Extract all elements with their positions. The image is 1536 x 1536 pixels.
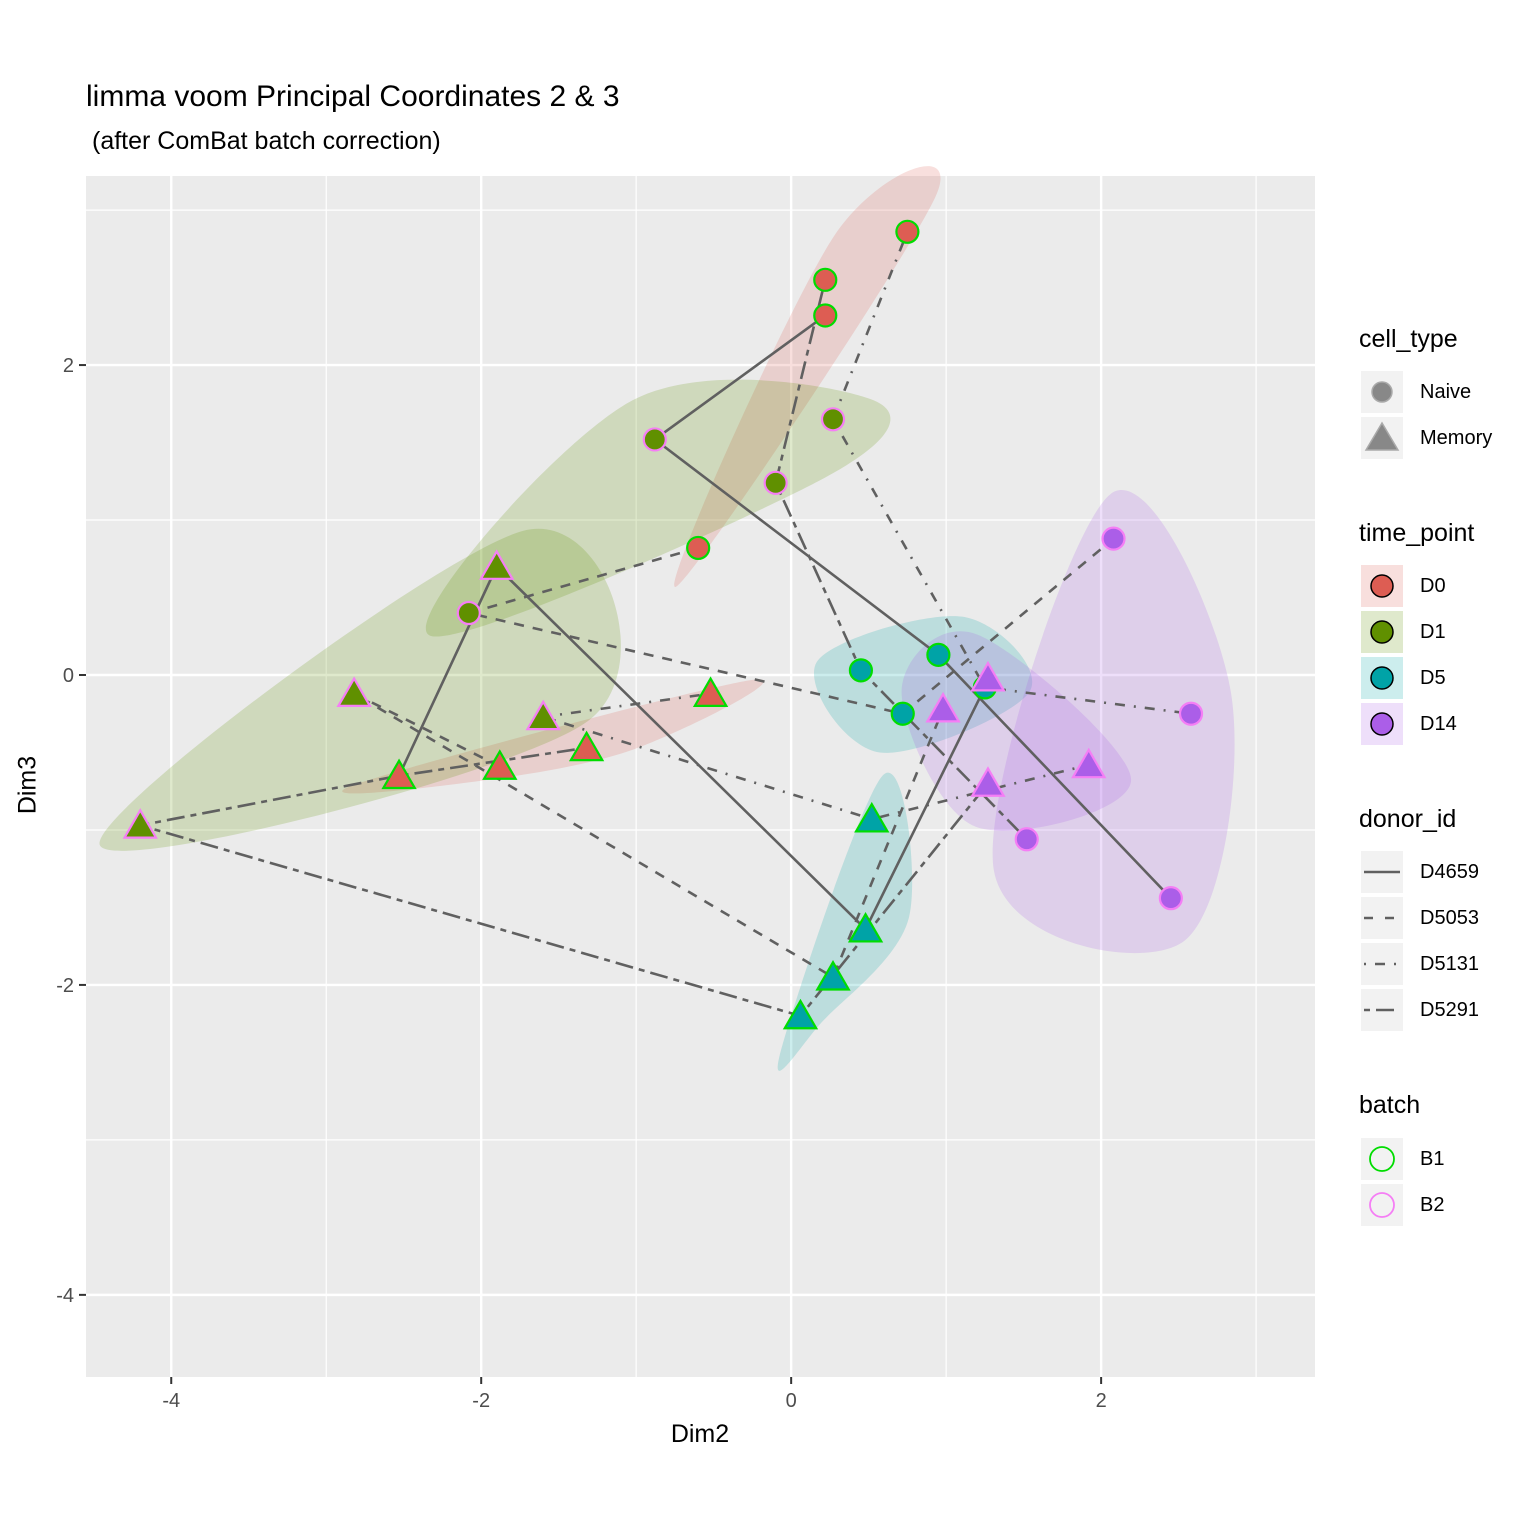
y-axis-title: Dim3: [14, 756, 43, 814]
legend-title-batch: batch: [1359, 1091, 1420, 1120]
point-naive: [850, 659, 872, 681]
x-axis: -4 -2 0 2: [162, 1377, 1106, 1412]
legend-label-d14: D14: [1420, 713, 1457, 736]
point-naive: [765, 472, 787, 494]
legend-title-cell-type: cell_type: [1359, 325, 1458, 354]
legend-label-d5291: D5291: [1420, 999, 1479, 1022]
legend-key-circle-icon: [1371, 667, 1393, 689]
legend-label-b1: B1: [1420, 1148, 1444, 1171]
y-tick-label: 2: [63, 355, 74, 377]
legend-key-circle-icon: [1371, 713, 1393, 735]
point-naive: [892, 703, 914, 725]
legend-key-circle-icon: [1372, 382, 1392, 402]
legend-label-d1: D1: [1420, 621, 1446, 644]
y-axis: 2 0 -2 -4: [56, 355, 86, 1307]
point-naive: [814, 269, 836, 291]
y-tick-label: -2: [56, 975, 74, 997]
legend-label-d0: D0: [1420, 575, 1446, 598]
point-naive: [1103, 528, 1125, 550]
point-naive: [822, 408, 844, 430]
legend-key-circle-icon: [1371, 621, 1393, 643]
point-naive: [644, 428, 666, 450]
point-naive: [458, 602, 480, 624]
legend-label-d5131: D5131: [1420, 953, 1479, 976]
y-tick-label: -4: [56, 1285, 74, 1307]
point-naive: [1160, 887, 1182, 909]
y-tick-label: 0: [63, 665, 74, 687]
point-naive: [687, 537, 709, 559]
legend-key-circle-icon: [1371, 575, 1393, 597]
x-tick-label: -4: [162, 1390, 180, 1412]
legend-label-b2: B2: [1420, 1194, 1444, 1217]
point-naive: [927, 644, 949, 666]
x-tick-label: 0: [786, 1390, 797, 1412]
point-naive: [896, 221, 918, 243]
point-naive: [1180, 703, 1202, 725]
x-tick-label: -2: [472, 1390, 490, 1412]
x-axis-title: Dim2: [671, 1420, 729, 1449]
legend-label-d4659: D4659: [1420, 861, 1479, 884]
legend-key-bg: [1361, 1138, 1403, 1180]
legend-label-memory: Memory: [1420, 427, 1492, 450]
legend-key-bg: [1361, 1184, 1403, 1226]
legend-title-time-point: time_point: [1359, 519, 1474, 548]
point-naive: [1016, 828, 1038, 850]
legend-label-d5: D5: [1420, 667, 1446, 690]
x-tick-label: 2: [1096, 1390, 1107, 1412]
legend-label-naive: Naive: [1420, 381, 1471, 404]
legend-title-donor-id: donor_id: [1359, 805, 1456, 834]
point-naive: [814, 304, 836, 326]
legend-label-d5053: D5053: [1420, 907, 1479, 930]
